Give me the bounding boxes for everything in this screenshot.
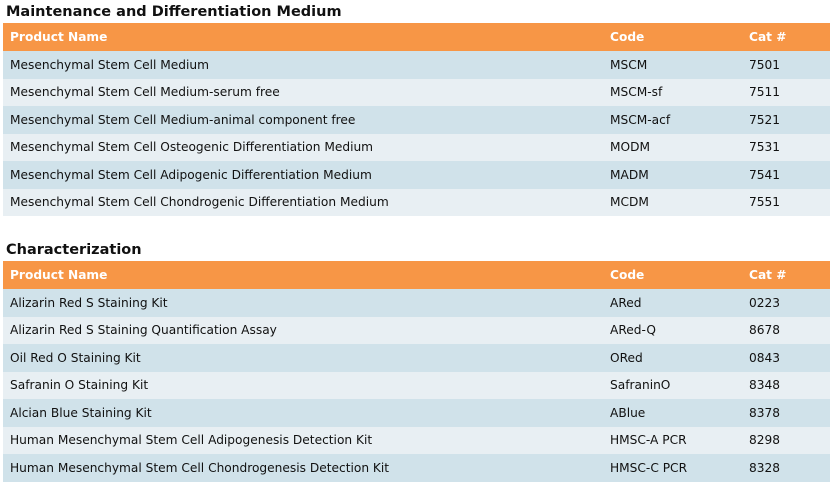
product-name-cell: Mesenchymal Stem Cell Medium (3, 51, 603, 79)
code-cell: MSCM (603, 51, 742, 79)
cat-number-cell: 7531 (742, 133, 830, 161)
column-header: Cat # (742, 261, 830, 289)
section-title: Maintenance and Differentiation Medium (6, 4, 342, 20)
product-name-cell: Human Mesenchymal Stem Cell Adipogenesis… (3, 426, 603, 454)
product-name-cell: Mesenchymal Stem Cell Chondrogenic Diffe… (3, 188, 603, 216)
cat-number-cell: 8678 (742, 316, 830, 344)
product-name-cell: Alizarin Red S Staining Kit (3, 289, 603, 317)
cat-number-cell: 0223 (742, 289, 830, 317)
cat-number-cell: 7511 (742, 78, 830, 106)
product-name-cell: Safranin O Staining Kit (3, 371, 603, 399)
code-cell: ARed-Q (603, 316, 742, 344)
product-name-cell: Mesenchymal Stem Cell Osteogenic Differe… (3, 133, 603, 161)
cat-number-cell: 7551 (742, 188, 830, 216)
table-row: Human Mesenchymal Stem Cell Chondrogenes… (3, 454, 830, 482)
code-cell: MSCM-sf (603, 78, 742, 106)
table-row: Alizarin Red S Staining Quantification A… (3, 316, 830, 344)
section-title: Characterization (6, 242, 142, 258)
code-cell: HMSC-A PCR (603, 426, 742, 454)
cat-number-cell: 7501 (742, 51, 830, 79)
table-row: Mesenchymal Stem Cell Medium-animal comp… (3, 106, 830, 134)
code-cell: SafraninO (603, 371, 742, 399)
table-row: Alizarin Red S Staining Kit ARed 0223 (3, 289, 830, 317)
table-row: Mesenchymal Stem Cell Medium-serum free M… (3, 78, 830, 106)
cat-number-cell: 8348 (742, 371, 830, 399)
column-header: Product Name (3, 261, 603, 289)
code-cell: ORed (603, 344, 742, 372)
table-row: Human Mesenchymal Stem Cell Adipogenesis… (3, 426, 830, 454)
code-cell: MCDM (603, 188, 742, 216)
table-row: Mesenchymal Stem Cell Osteogenic Differe… (3, 133, 830, 161)
cat-number-cell: 0843 (742, 344, 830, 372)
code-cell: ARed (603, 289, 742, 317)
table-row: Mesenchymal Stem Cell Chondrogenic Diffe… (3, 188, 830, 216)
product-name-cell: Human Mesenchymal Stem Cell Chondrogenes… (3, 454, 603, 482)
table-row: Mesenchymal Stem Cell Adipogenic Differe… (3, 161, 830, 189)
cat-number-cell: 7521 (742, 106, 830, 134)
product-table: Product Name Code Cat # Alizarin Red S Stai… (3, 261, 830, 482)
product-name-cell: Alizarin Red S Staining Quantification A… (3, 316, 603, 344)
code-cell: MODM (603, 133, 742, 161)
product-name-cell: Mesenchymal Stem Cell Medium-serum free (3, 78, 603, 106)
code-cell: ABlue (603, 399, 742, 427)
column-header: Cat # (742, 23, 830, 51)
table-row: Mesenchymal Stem Cell Medium MSCM 7501 (3, 51, 830, 79)
header-row: Product Name Code Cat # (3, 261, 830, 289)
table-row: Alcian Blue Staining Kit ABlue 8378 (3, 399, 830, 427)
code-cell: HMSC-C PCR (603, 454, 742, 482)
cat-number-cell: 7541 (742, 161, 830, 189)
table-row: Safranin O Staining Kit SafraninO 8348 (3, 371, 830, 399)
column-header: Code (603, 261, 742, 289)
product-name-cell: Mesenchymal Stem Cell Adipogenic Differe… (3, 161, 603, 189)
section-maintenance: Maintenance and Differentiation Medium P… (3, 1, 830, 216)
product-name-cell: Oil Red O Staining Kit (3, 344, 603, 372)
product-name-cell: Mesenchymal Stem Cell Medium-animal comp… (3, 106, 603, 134)
code-cell: MSCM-acf (603, 106, 742, 134)
cat-number-cell: 8298 (742, 426, 830, 454)
cat-number-cell: 8378 (742, 399, 830, 427)
column-header: Code (603, 23, 742, 51)
column-header: Product Name (3, 23, 603, 51)
product-table: Product Name Code Cat # Mesenchymal Stem Ce… (3, 23, 830, 216)
product-name-cell: Alcian Blue Staining Kit (3, 399, 603, 427)
table-row: Oil Red O Staining Kit ORed 0843 (3, 344, 830, 372)
header-row: Product Name Code Cat # (3, 23, 830, 51)
cat-number-cell: 8328 (742, 454, 830, 482)
code-cell: MADM (603, 161, 742, 189)
section-characterization: Characterization Product Name Code Cat # Al… (3, 239, 830, 482)
